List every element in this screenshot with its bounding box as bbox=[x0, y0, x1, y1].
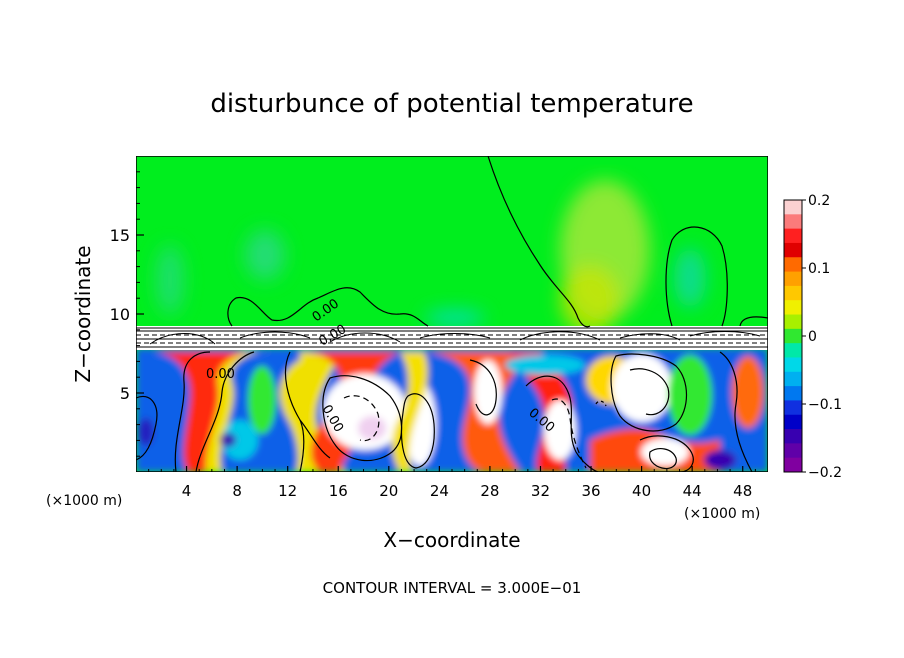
contour-lower bbox=[610, 353, 687, 432]
colorbar-swatch bbox=[784, 314, 802, 330]
upper-anomaly-cool bbox=[425, 310, 485, 326]
contour-lower bbox=[322, 375, 403, 462]
contour-lower bbox=[525, 375, 599, 472]
upper-anomaly-warm bbox=[560, 265, 620, 335]
x-tick-label: 16 bbox=[329, 482, 348, 500]
x-tick-label: 32 bbox=[531, 482, 550, 500]
layer-band bbox=[136, 326, 768, 350]
blob-white bbox=[474, 360, 502, 424]
upper-field bbox=[156, 180, 706, 335]
contour-lower bbox=[195, 351, 255, 472]
colorbar-tick-label: −0.2 bbox=[808, 465, 842, 481]
blob-green bbox=[668, 355, 712, 435]
colorbar: 0.2 0.1 0 −0.1 −0.2 bbox=[783, 193, 842, 481]
contour-lower bbox=[595, 400, 607, 407]
contour-lower bbox=[639, 435, 694, 472]
band-wave bbox=[149, 331, 761, 345]
colorbar-swatch bbox=[784, 214, 802, 230]
contour-upper bbox=[487, 156, 591, 328]
upper-anomaly-cool bbox=[245, 230, 285, 280]
contour-lower bbox=[719, 351, 753, 472]
blob-cyan bbox=[222, 420, 258, 460]
colorbar-tick-label: 0 bbox=[808, 329, 817, 345]
colorbar-swatch bbox=[784, 386, 802, 401]
chart-title: disturbunce of potential temperature bbox=[210, 89, 693, 119]
contour-upper bbox=[739, 316, 768, 327]
blob-cyan bbox=[505, 355, 585, 375]
contour-lower bbox=[400, 393, 435, 469]
contour-lower bbox=[343, 395, 380, 442]
lower-field bbox=[136, 348, 768, 472]
x-tick-label: 24 bbox=[430, 482, 449, 500]
colorbar-tick-label: 0.1 bbox=[808, 261, 830, 277]
plot-area bbox=[136, 156, 768, 472]
y-axis-label: Z−coordinate bbox=[71, 245, 95, 382]
blob-yellow bbox=[392, 352, 428, 472]
colorbar-swatch bbox=[784, 371, 802, 387]
colorbar-swatch bbox=[784, 414, 802, 430]
colorbar-swatch bbox=[784, 429, 802, 444]
colorbar-swatch bbox=[784, 200, 802, 215]
x-axis: 4 8 12 16 20 24 28 32 36 40 44 48 bbox=[148, 466, 756, 500]
blob-deep bbox=[138, 418, 154, 446]
blob-green bbox=[248, 366, 276, 434]
blob-white-core bbox=[358, 416, 386, 440]
colorbar-tick-label: 0.2 bbox=[808, 193, 830, 209]
blob-white bbox=[544, 400, 576, 460]
blob-deep bbox=[704, 450, 736, 470]
x-axis-label: X−coordinate bbox=[383, 528, 520, 552]
colorbar-swatch bbox=[784, 242, 802, 258]
contour-lower bbox=[299, 419, 331, 459]
x-tick-label: 28 bbox=[480, 482, 499, 500]
contour-lower bbox=[174, 351, 211, 472]
layer-band-fill bbox=[136, 326, 768, 350]
contour-lower bbox=[629, 368, 670, 416]
y-tick-label: 5 bbox=[120, 384, 130, 403]
contour-upper bbox=[665, 226, 728, 327]
contour-lower bbox=[469, 359, 497, 416]
contour-upper bbox=[227, 287, 429, 327]
x-tick-label: 44 bbox=[683, 482, 702, 500]
x-tick-label: 40 bbox=[632, 482, 651, 500]
x-tick-label: 12 bbox=[278, 482, 297, 500]
blob-warm bbox=[732, 356, 764, 428]
upper-anomaly-cool bbox=[674, 248, 706, 308]
upper-anomaly-cool bbox=[156, 245, 184, 315]
x-tick-label: 4 bbox=[182, 482, 192, 500]
contour-lines bbox=[136, 156, 768, 472]
blob-hot bbox=[156, 352, 246, 472]
contour-interval-footer: CONTOUR INTERVAL = 3.000E−01 bbox=[323, 579, 582, 597]
blob-deep bbox=[220, 433, 236, 447]
contour-lower bbox=[136, 395, 158, 461]
x-unit-right: (×1000 m) bbox=[684, 506, 760, 522]
colorbar-swatch bbox=[784, 257, 802, 273]
x-tick-label: 48 bbox=[733, 482, 752, 500]
colorbar-swatch bbox=[784, 457, 802, 473]
layer-band-lines bbox=[136, 327, 768, 348]
contour-lower bbox=[284, 351, 305, 472]
colorbar-swatch bbox=[784, 271, 802, 287]
x-tick-label: 20 bbox=[379, 482, 398, 500]
colorbar-swatch bbox=[784, 400, 802, 416]
x-unit-left: (×1000 m) bbox=[46, 493, 122, 509]
colorbar-swatch bbox=[784, 285, 802, 301]
colorbar-swatch bbox=[784, 357, 802, 373]
y-axis: 5 10 15 bbox=[110, 171, 144, 457]
colorbar-swatch bbox=[784, 328, 802, 344]
blob-white bbox=[641, 438, 689, 466]
y-tick-label: 15 bbox=[110, 226, 130, 245]
colorbar-swatch bbox=[784, 443, 802, 459]
colorbar-swatch bbox=[784, 343, 802, 358]
colorbar-swatch bbox=[784, 228, 802, 244]
contour-label: 0.00 bbox=[206, 367, 235, 382]
colorbar-tick-label: −0.1 bbox=[808, 397, 842, 413]
blob-white bbox=[612, 354, 672, 422]
x-tick-label: 36 bbox=[581, 482, 600, 500]
y-tick-label: 10 bbox=[110, 305, 130, 324]
x-tick-label: 8 bbox=[232, 482, 242, 500]
colorbar-swatch bbox=[784, 300, 802, 316]
